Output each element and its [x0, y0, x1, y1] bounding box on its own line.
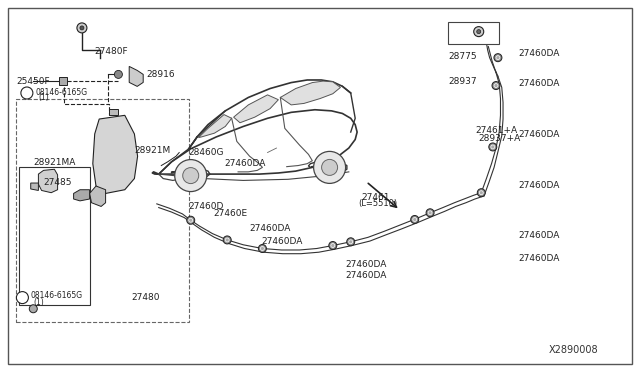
Circle shape [413, 218, 417, 221]
Circle shape [347, 238, 355, 246]
Circle shape [479, 191, 483, 195]
Text: 27460DA: 27460DA [518, 181, 560, 190]
Circle shape [494, 84, 498, 87]
Text: 27460DA: 27460DA [224, 159, 266, 168]
Text: 27460DA: 27460DA [346, 260, 387, 269]
Text: 28921MA: 28921MA [33, 158, 76, 167]
Text: 27460D: 27460D [189, 202, 224, 211]
Text: (L=5510): (L=5510) [358, 199, 397, 208]
Text: 28775: 28775 [448, 52, 477, 61]
Text: 27460DA: 27460DA [261, 237, 303, 246]
Text: 27480: 27480 [131, 293, 160, 302]
Text: 28916: 28916 [146, 70, 175, 79]
Text: 27460DA: 27460DA [518, 231, 560, 240]
Text: B: B [24, 90, 29, 96]
Text: 27460DA: 27460DA [518, 130, 560, 139]
Polygon shape [129, 66, 143, 86]
Circle shape [187, 216, 195, 224]
Text: 08146-6165G: 08146-6165G [36, 88, 88, 97]
Circle shape [491, 145, 495, 149]
Text: 28460G: 28460G [189, 148, 224, 157]
Circle shape [183, 167, 198, 184]
Circle shape [477, 30, 481, 33]
Bar [448, 22, 499, 44]
Polygon shape [59, 77, 67, 85]
Text: B: B [20, 295, 25, 301]
Circle shape [322, 159, 338, 176]
Text: 28921M: 28921M [134, 146, 171, 155]
Polygon shape [198, 115, 232, 138]
Text: 27480F: 27480F [95, 47, 129, 56]
Bar [16, 99, 189, 322]
Circle shape [175, 160, 207, 192]
Circle shape [259, 244, 266, 253]
Circle shape [80, 26, 84, 30]
Text: (1): (1) [33, 298, 44, 307]
Polygon shape [234, 95, 278, 123]
Circle shape [225, 238, 229, 242]
Bar [19, 167, 90, 305]
Text: 08146-6165G: 08146-6165G [31, 291, 83, 300]
Circle shape [494, 54, 502, 62]
Polygon shape [31, 183, 38, 190]
Text: 25450F: 25450F [16, 77, 50, 86]
Circle shape [496, 56, 500, 60]
Circle shape [77, 23, 87, 33]
Circle shape [474, 27, 484, 36]
Circle shape [477, 189, 485, 197]
Text: X2890008: X2890008 [548, 346, 598, 355]
Circle shape [411, 215, 419, 224]
Text: 27460DA: 27460DA [346, 271, 387, 280]
Text: (1): (1) [38, 93, 49, 102]
Circle shape [428, 211, 432, 215]
Text: 28937+A: 28937+A [479, 134, 521, 143]
Polygon shape [109, 109, 118, 115]
Circle shape [331, 244, 335, 247]
Polygon shape [280, 81, 340, 105]
Text: 27485: 27485 [44, 178, 72, 187]
Text: 27461: 27461 [362, 193, 390, 202]
Circle shape [17, 292, 28, 304]
Text: 27460DA: 27460DA [250, 224, 291, 233]
Circle shape [223, 236, 231, 244]
Text: 27461+A: 27461+A [475, 126, 517, 135]
Text: 28937: 28937 [448, 77, 477, 86]
Text: 27460DA: 27460DA [518, 49, 560, 58]
Circle shape [426, 209, 434, 217]
Circle shape [349, 240, 353, 244]
Circle shape [29, 305, 37, 313]
Polygon shape [38, 169, 58, 193]
Text: 27460E: 27460E [213, 209, 247, 218]
Circle shape [21, 87, 33, 99]
Circle shape [314, 151, 346, 183]
Text: 27460DA: 27460DA [518, 79, 560, 88]
Circle shape [115, 70, 122, 78]
Text: 27460DA: 27460DA [518, 254, 560, 263]
Polygon shape [74, 190, 90, 201]
Polygon shape [90, 186, 106, 206]
Circle shape [260, 247, 264, 250]
Circle shape [489, 143, 497, 151]
Circle shape [329, 241, 337, 250]
Circle shape [189, 218, 193, 222]
Circle shape [492, 81, 500, 90]
Polygon shape [93, 115, 138, 193]
